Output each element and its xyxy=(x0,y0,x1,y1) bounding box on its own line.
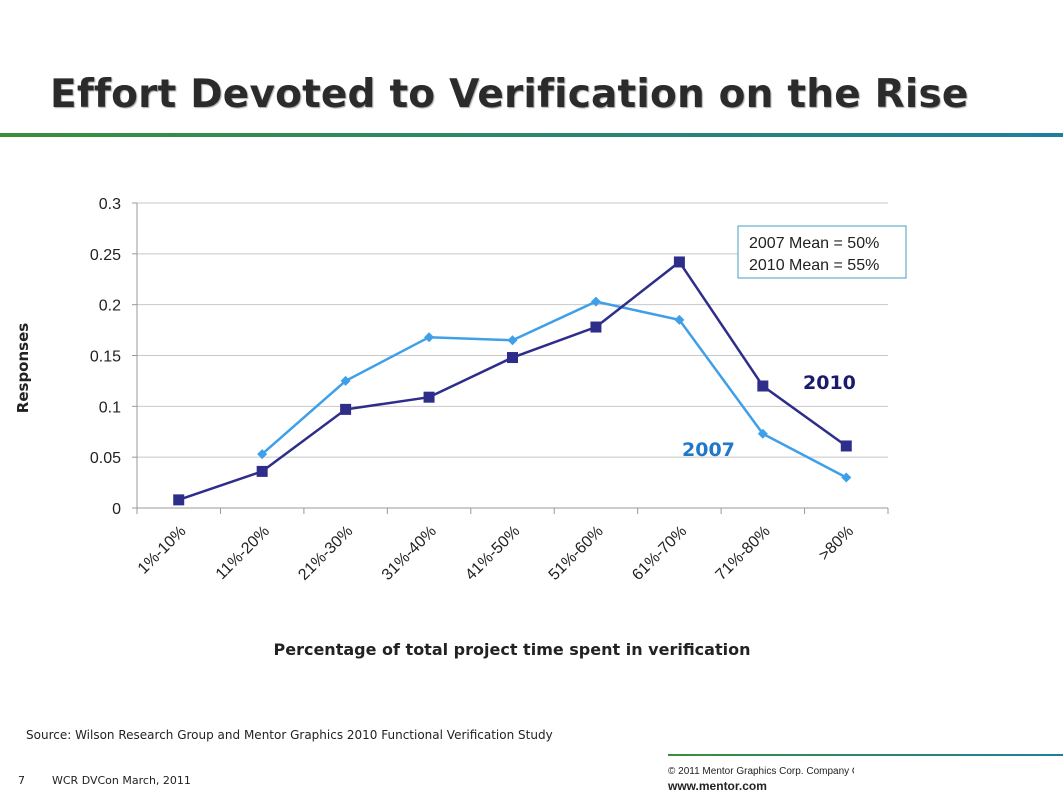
x-tick-label: 21%-30% xyxy=(295,523,356,584)
mean-2010-text: 2010 Mean = 55% xyxy=(749,257,879,274)
page-number: 7 xyxy=(18,774,25,787)
slide-title: Effort Devoted to Verification on the Ri… xyxy=(50,72,969,117)
series xyxy=(173,256,852,506)
x-tick-labels: 1%-10% 11%-20% 21%-30% 31%-40% 41%-50% 51%-60… xyxy=(135,523,857,584)
axes xyxy=(132,202,889,514)
data-point-2007 xyxy=(590,296,601,307)
x-tick-label: 41%-50% xyxy=(462,523,523,584)
data-point-2010 xyxy=(423,391,435,403)
data-point-2010 xyxy=(507,352,518,364)
series-label-2010: 2010 xyxy=(803,372,856,394)
data-point-2010 xyxy=(840,440,852,452)
x-tick-label: 71%-80% xyxy=(713,523,774,584)
x-tick-label: 11%-20% xyxy=(213,523,273,583)
y-tick-label: 0.25 xyxy=(90,247,121,264)
y-tick-label: 0.2 xyxy=(99,298,121,315)
x-tick-label: 51%-60% xyxy=(546,523,607,584)
data-point-2007 xyxy=(424,332,435,343)
source-note: Source: Wilson Research Group and Mentor… xyxy=(26,728,553,742)
x-tick-label: 61%-70% xyxy=(629,523,690,584)
y-tick-label: 0.3 xyxy=(99,196,121,213)
data-point-2010 xyxy=(340,403,352,415)
x-tick-label: 31%-40% xyxy=(379,523,440,584)
series-2007 xyxy=(257,296,852,483)
footer-event: WCR DVCon March, 2011 xyxy=(52,774,191,787)
x-tick-label: 1%-10% xyxy=(135,523,190,578)
x-tick-label: >80% xyxy=(816,523,857,564)
data-point-2010 xyxy=(673,256,685,268)
data-point-2007 xyxy=(507,335,518,346)
data-point-2010 xyxy=(590,321,602,333)
y-tick-label: 0.05 xyxy=(90,450,121,467)
x-axis-title: Percentage of total project time spent i… xyxy=(274,640,751,659)
copyright-notice: © 2011 Mentor Graphics Corp. Company Con… xyxy=(668,766,854,777)
mean-2007-text: 2007 Mean = 50% xyxy=(749,235,879,252)
website-link[interactable]: www.mentor.com xyxy=(668,779,767,793)
data-point-2007 xyxy=(340,375,351,386)
y-tick-label: 0.1 xyxy=(99,399,121,416)
data-point-2007 xyxy=(257,449,268,460)
y-tick-label: 0 xyxy=(112,501,121,518)
data-point-2007 xyxy=(674,314,685,325)
footer-rule xyxy=(668,754,1063,756)
title-rule xyxy=(0,133,1063,137)
data-point-2007 xyxy=(841,472,852,483)
mean-annotation-box: 2007 Mean = 50% 2010 Mean = 55% xyxy=(737,225,907,279)
data-point-2010 xyxy=(173,494,185,506)
series-label-2007: 2007 xyxy=(682,439,735,461)
series-line-2007 xyxy=(261,300,847,479)
y-tick-label: 0.15 xyxy=(90,349,121,366)
y-axis-title: Responses xyxy=(14,323,32,413)
series-2010 xyxy=(173,256,852,506)
data-point-2007 xyxy=(757,428,768,439)
line-chart: 0 0.05 0.1 0.15 0.2 0.25 0.3 1%-10% 11%-20% 21%-… xyxy=(14,196,907,659)
data-point-2010 xyxy=(256,465,268,477)
gridlines xyxy=(137,202,888,458)
data-point-2010 xyxy=(757,380,769,392)
y-tick-labels: 0 0.05 0.1 0.15 0.2 0.25 0.3 xyxy=(90,196,121,518)
series-line-2010 xyxy=(178,260,848,502)
